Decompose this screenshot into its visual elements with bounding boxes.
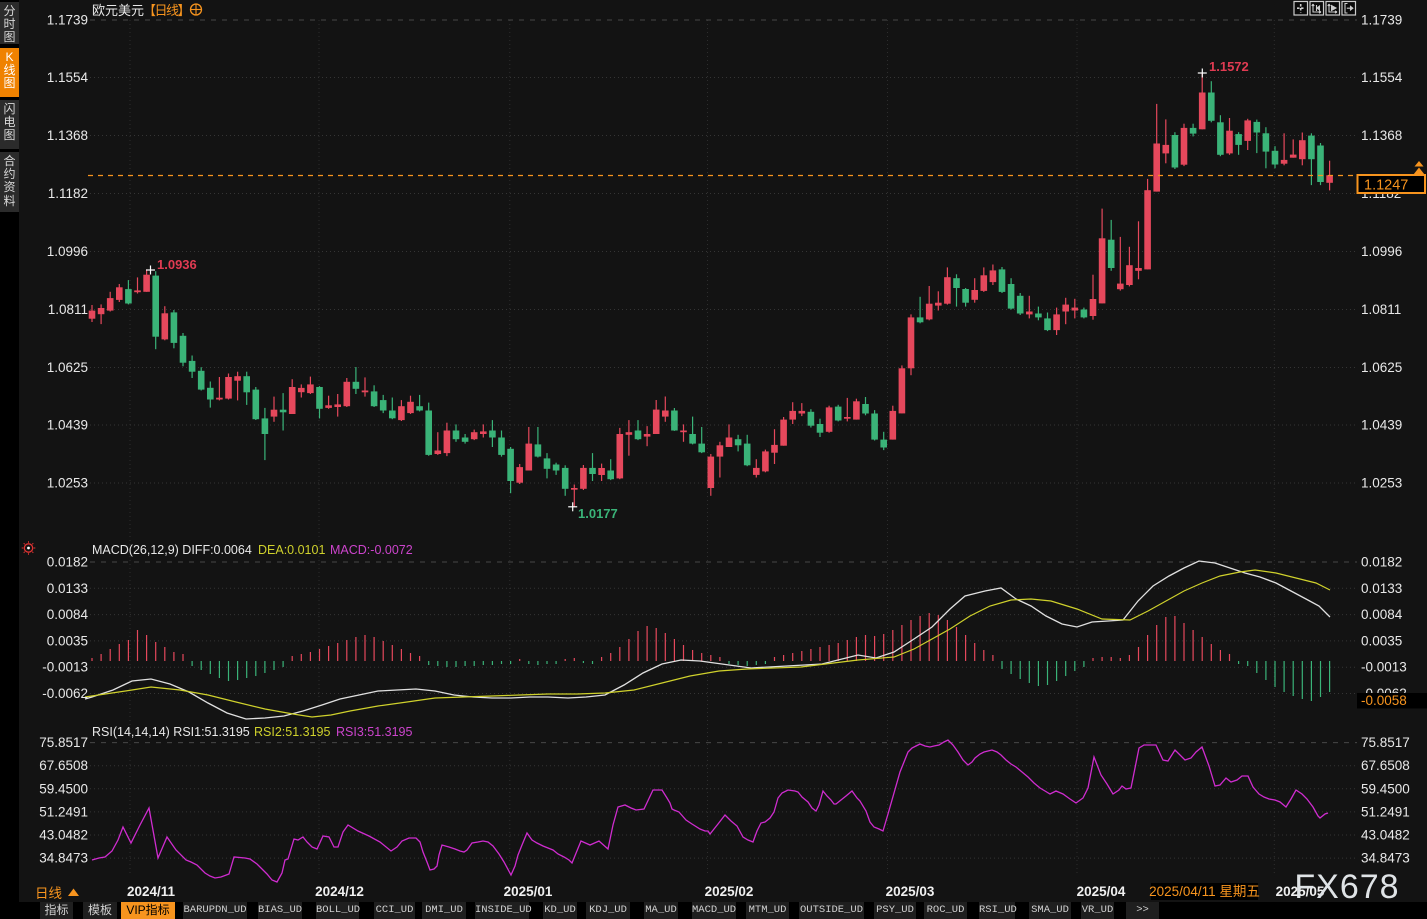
svg-text:1.1368: 1.1368 [1361,128,1402,143]
svg-text:0.0035: 0.0035 [1361,633,1402,648]
svg-text:MACD(26,12,9) DIFF:0.0064: MACD(26,12,9) DIFF:0.0064 [92,543,252,557]
svg-text:-0.0062: -0.0062 [42,686,88,701]
svg-text:2025/02: 2025/02 [705,884,754,899]
svg-text:2024/12: 2024/12 [315,884,364,899]
svg-text:1.1182: 1.1182 [48,186,88,201]
svg-text:1.0811: 1.0811 [48,302,88,317]
svg-text:RSI3:51.3195: RSI3:51.3195 [336,725,412,739]
svg-text:1.0936: 1.0936 [157,257,197,272]
svg-text:1.1554: 1.1554 [47,70,89,85]
svg-text:1.0625: 1.0625 [47,360,88,375]
svg-text:0.0035: 0.0035 [47,633,88,648]
svg-text:RSI(14,14,14) RSI1:51.3195: RSI(14,14,14) RSI1:51.3195 [92,725,250,739]
svg-text:51.2491: 51.2491 [39,804,88,819]
svg-text:RSI2:51.3195: RSI2:51.3195 [254,725,330,739]
svg-text:1.0253: 1.0253 [1361,476,1402,491]
svg-text:75.8517: 75.8517 [39,735,88,750]
svg-text:75.8517: 75.8517 [1361,735,1410,750]
svg-text:1.1368: 1.1368 [47,128,88,143]
svg-text:1.0253: 1.0253 [47,476,88,491]
svg-text:34.8473: 34.8473 [1361,851,1410,866]
svg-text:-0.0058: -0.0058 [1361,693,1407,708]
svg-text:1.1247: 1.1247 [1364,178,1408,194]
svg-text:2025/01: 2025/01 [504,884,553,899]
svg-text:1.0439: 1.0439 [47,418,88,433]
svg-text:【日线】: 【日线】 [143,3,189,18]
svg-text:0.0133: 0.0133 [1361,581,1402,596]
svg-text:2025/04/11 星期五: 2025/04/11 星期五 [1149,884,1260,899]
svg-text:59.4500: 59.4500 [39,781,88,796]
svg-text:0.0182: 0.0182 [47,555,88,570]
svg-text:0.0084: 0.0084 [47,607,89,622]
svg-text:日线: 日线 [35,886,62,901]
svg-text:34.8473: 34.8473 [39,851,88,866]
svg-text:1.0177: 1.0177 [578,506,618,521]
svg-text:1.1554: 1.1554 [1361,70,1403,85]
svg-text:2025/04: 2025/04 [1077,884,1126,899]
svg-text:1.1572: 1.1572 [1209,59,1249,74]
svg-text:51.2491: 51.2491 [1361,804,1410,819]
svg-text:-0.0013: -0.0013 [1361,660,1407,675]
svg-text:1.0625: 1.0625 [1361,360,1402,375]
svg-text:1.0439: 1.0439 [1361,418,1402,433]
svg-text:1.0996: 1.0996 [1361,244,1402,259]
svg-text:43.0482: 43.0482 [39,828,88,843]
svg-text:1.0811: 1.0811 [1361,302,1401,317]
svg-text:FX678: FX678 [1294,868,1399,906]
svg-text:1.0996: 1.0996 [47,244,88,259]
svg-text:67.6508: 67.6508 [39,758,88,773]
svg-text:59.4500: 59.4500 [1361,781,1410,796]
svg-text:43.0482: 43.0482 [1361,828,1410,843]
svg-text:DEA:0.0101: DEA:0.0101 [258,543,325,557]
svg-text:欧元美元: 欧元美元 [92,3,144,18]
svg-text:2025/03: 2025/03 [886,884,935,899]
svg-text:1.1739: 1.1739 [47,13,88,28]
svg-text:MACD:-0.0072: MACD:-0.0072 [330,543,413,557]
svg-text:0.0182: 0.0182 [1361,555,1402,570]
svg-text:2025/05: 2025/05 [1276,884,1325,899]
svg-text:-0.0013: -0.0013 [42,660,88,675]
svg-text:67.6508: 67.6508 [1361,758,1410,773]
svg-text:2024/11: 2024/11 [127,884,176,899]
svg-text:1.1739: 1.1739 [1361,13,1402,28]
svg-text:0.0084: 0.0084 [1361,607,1403,622]
svg-text:0.0133: 0.0133 [47,581,88,596]
